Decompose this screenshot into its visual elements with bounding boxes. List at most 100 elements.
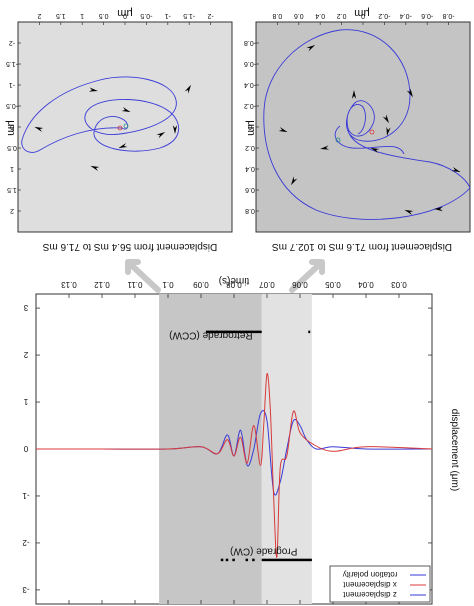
main-plot: 0.03 0.04 0.05 0.06 0.07 0.08 0.09 0.1 0.11 0.12 0… — [22, 275, 460, 605]
trajectory-arrowhead — [320, 145, 330, 150]
zoom-arrow-left — [125, 259, 161, 293]
prograde-polarity-tick — [225, 558, 229, 562]
hodogram-y-tick-label: 0.6 — [245, 186, 255, 193]
trajectory-arrowhead — [351, 90, 357, 99]
hodogram-x-tick-label: 0.2 — [337, 12, 347, 19]
main-y-tick-label: 0 — [23, 444, 28, 453]
main-x-tick-label: 0.08 — [226, 280, 242, 289]
hodogram-y-tick-label: 1.5 — [7, 186, 17, 193]
main-y-ticks: -3 -2 -1 0 1 2 3 — [22, 303, 432, 594]
prograde-polarity-tick — [232, 558, 235, 562]
hodogram-y-tick-label: 0.2 — [245, 144, 255, 151]
hodogram-y-tick-label: -1.5 — [6, 60, 18, 67]
hodogram-left-title: Displacement from 56.4 mS to 71.6 mS — [42, 241, 217, 252]
hodogram-x-tick-label: 0.6 — [294, 12, 304, 19]
hodogram-x-tick-label: 0.4 — [315, 12, 325, 19]
main-x-tick-label: 0.12 — [94, 280, 110, 289]
hodogram-right-y-axis-label: μm — [245, 120, 257, 136]
main-y-tick-label: 2 — [23, 350, 28, 359]
trajectory-arrowhead — [90, 165, 100, 171]
trajectory-arrowhead — [88, 87, 98, 92]
legend-label-x-displacement: x displacement — [343, 580, 397, 589]
hodogram-left-x-axis-label: μm — [117, 7, 133, 19]
trajectory-arrowhead — [172, 125, 178, 134]
main-y-axis-label: displacement (μm) — [449, 409, 460, 491]
hodogram-x-tick-label: -0.5 — [140, 12, 152, 19]
hodogram-y-tick-label: -0.2 — [244, 102, 256, 109]
main-x-tick-label: 0.09 — [193, 280, 209, 289]
hodogram-y-tick-label: 0 — [10, 123, 14, 130]
trajectory-arrowhead — [404, 209, 414, 215]
main-x-axis-label: time(s) — [219, 275, 250, 286]
hodogram-left-end-marker — [123, 123, 129, 129]
rotation-polarity-markers — [205, 330, 312, 562]
hodogram-y-tick-label: 0 — [248, 123, 252, 130]
hodogram-right-trajectory — [263, 29, 471, 220]
prograde-polarity-tick — [245, 558, 249, 562]
hodogram-left-background — [17, 21, 233, 233]
hodogram-x-tick-label: -0.8 — [442, 12, 454, 19]
hodogram-right-x-axis-label: μm — [354, 7, 370, 19]
hodogram-x-tick-label: -0.6 — [421, 12, 433, 19]
trajectory-arrowhead — [306, 45, 316, 52]
hodogram-right-y-ticks: -0.8 -0.6 -0.4 -0.2 0 0.2 0.4 0.6 0.8 — [244, 39, 259, 214]
legend-box — [329, 565, 431, 603]
trajectory-arrowhead — [34, 126, 44, 132]
hodogram-y-tick-label: 0.4 — [245, 165, 255, 172]
hodogram-y-tick-label: 1 — [10, 165, 14, 172]
legend-label-z-displacement: z displacement — [343, 590, 397, 599]
trajectory-arrowhead — [184, 84, 191, 94]
legend-label-rotation-polarity: rotation polarity — [343, 570, 398, 579]
hodogram-right-x-ticks: -0.8 -0.6 -0.4 -0.2 0 0.2 0.4 0.6 0.8 — [272, 12, 455, 25]
hodogram-y-tick-label: 0.8 — [245, 207, 255, 214]
prograde-polarity-bar — [261, 558, 312, 562]
main-y-tick-label: 3 — [23, 303, 28, 312]
hodogram-x-tick-label: 1 — [80, 12, 84, 19]
trajectory-arrowhead — [382, 114, 389, 124]
retrograde-polarity-bar — [205, 330, 262, 334]
hodogram-left-panel: -2 -1.5 -1 -0.5 0 0.5 1 1.5 2 -2 -1.5 -1 -0.5 0 0.5 1 1… — [5, 7, 233, 252]
main-x-tick-label: 0.1 — [162, 280, 174, 289]
main-x-tick-label: 0.05 — [325, 280, 341, 289]
hodogram-x-tick-label: 0 — [361, 12, 365, 19]
hodogram-y-tick-label: -0.8 — [244, 39, 256, 46]
trajectory-arrowhead — [121, 107, 131, 113]
main-y-tick-label: -1 — [22, 491, 30, 500]
trajectory-arrowhead — [118, 143, 128, 149]
hodogram-x-tick-label: 0 — [123, 12, 127, 19]
hodogram-y-tick-label: 2 — [10, 207, 14, 214]
hodogram-x-tick-label: -0.2 — [378, 12, 390, 19]
hodogram-left-y-axis-label: μm — [5, 120, 17, 136]
trajectory-arrowhead — [406, 88, 413, 98]
main-x-ticks: 0.03 0.04 0.05 0.06 0.07 0.08 0.09 0.1 0.11 0.12 0… — [61, 280, 407, 604]
retrograde-polarity-tick — [210, 330, 213, 334]
hodogram-left-x-ticks: -2 -1.5 -1 -0.5 0 0.5 1 1.5 2 — [37, 12, 214, 25]
hodogram-y-tick-label: -0.5 — [6, 102, 18, 109]
hodogram-left-trajectory — [21, 76, 179, 153]
hodogram-x-tick-label: -1 — [165, 12, 171, 19]
hodogram-left-y-ticks: -2 -1.5 -1 -0.5 0 0.5 1 1.5 2 — [6, 39, 21, 214]
trajectory-arrowhead — [386, 126, 391, 136]
hodogram-right-end-marker — [335, 137, 341, 143]
hodogram-right-title: Displacement from 71.6 mS to 102.7 mS — [272, 241, 452, 252]
retrograde-annotation: Retrograde (CCW) — [169, 330, 252, 341]
zoom-connectors — [125, 259, 325, 293]
hodogram-left-arrowheads — [34, 84, 191, 171]
hodogram-y-tick-label: 0.5 — [7, 144, 17, 151]
trajectory-arrowhead — [451, 167, 461, 173]
trajectory-arrowhead — [278, 127, 288, 133]
hodogram-right-start-marker — [369, 129, 375, 135]
hodogram-y-tick-label: -0.4 — [244, 81, 256, 88]
main-x-tick-label: 0.04 — [358, 280, 374, 289]
main-y-tick-label: -2 — [22, 538, 30, 547]
main-x-tick-label: 0.11 — [127, 280, 143, 289]
hodogram-right-background — [255, 21, 471, 233]
zoom-arrow-right — [289, 259, 325, 293]
hodogram-y-tick-label: -0.6 — [244, 60, 256, 67]
main-x-tick-label: 0.13 — [61, 280, 77, 289]
series-x-displacement — [36, 373, 433, 558]
hodogram-x-tick-label: 0.8 — [272, 12, 282, 19]
hodogram-x-tick-label: -2 — [207, 12, 213, 19]
trajectory-arrowhead — [434, 206, 443, 212]
